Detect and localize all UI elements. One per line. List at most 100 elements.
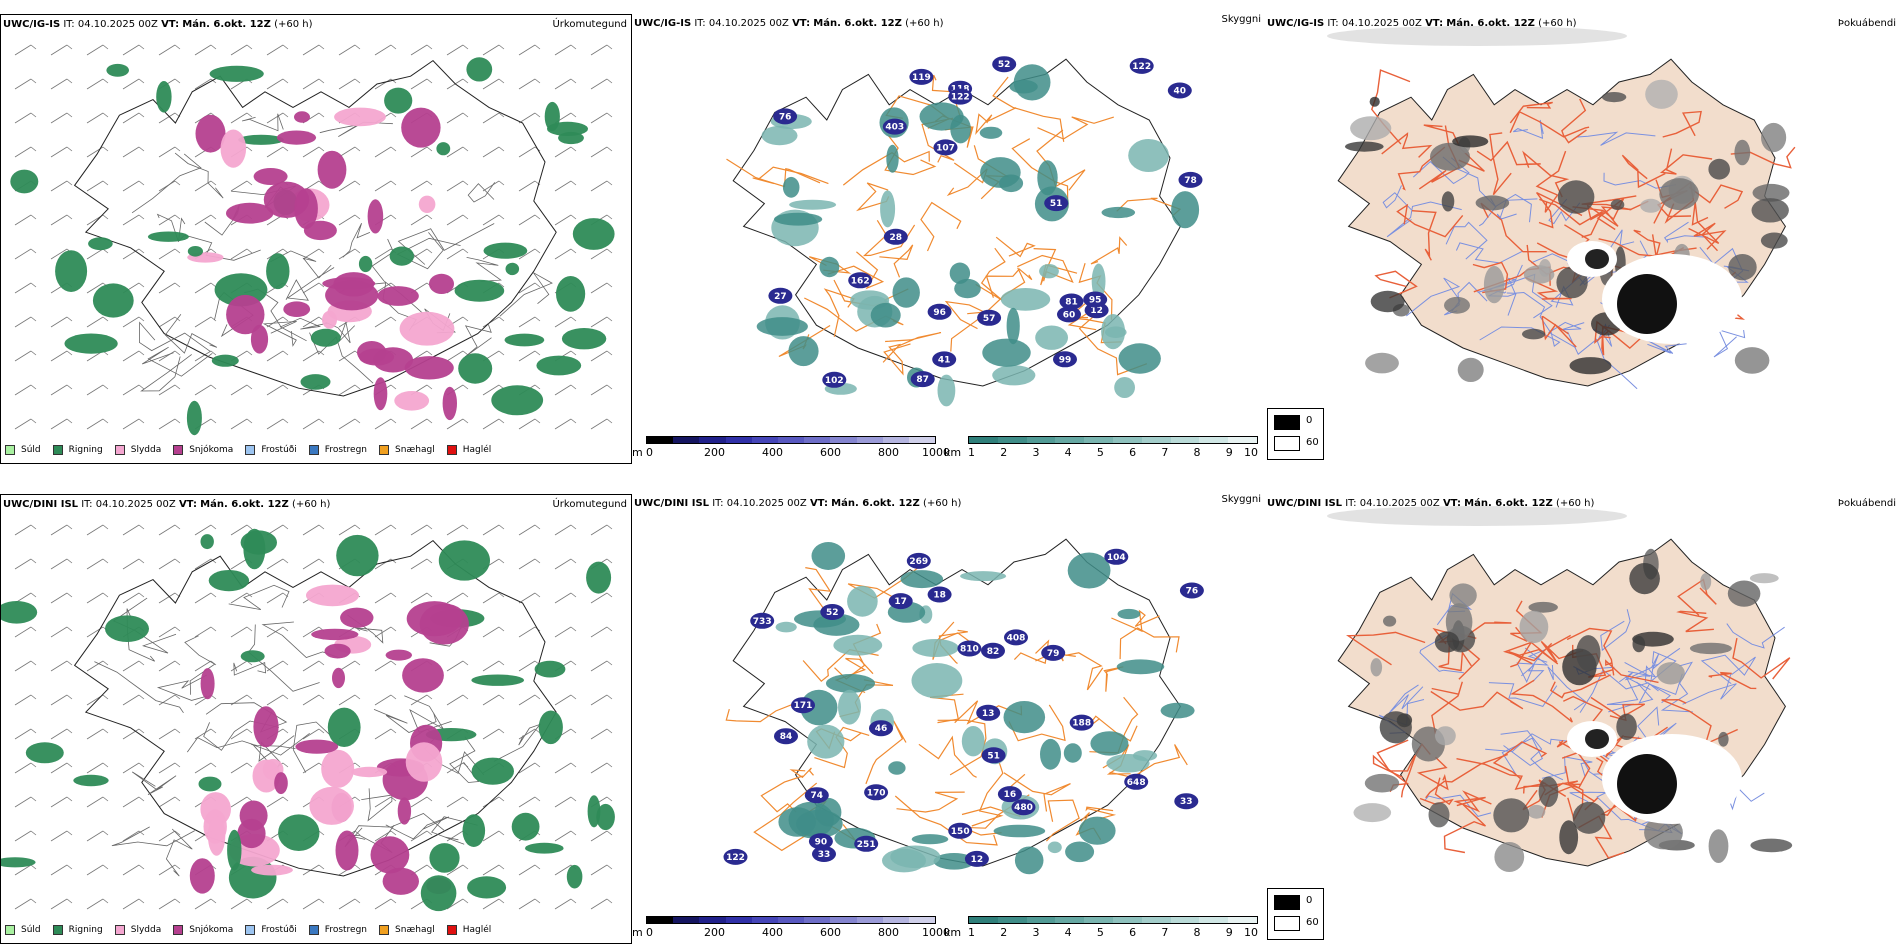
panel-title: UWC/DINI ISL IT: 04.10.2025 00Z VT: Mán.… (634, 498, 962, 509)
visibility-blob (1044, 195, 1069, 212)
precip-legend-swatch (5, 445, 15, 455)
colorbar-step (673, 437, 700, 443)
colorbar-tick-label: 0 (646, 926, 653, 939)
visibility-blob (1053, 351, 1077, 368)
precip-legend-swatch (52, 445, 63, 455)
precip-type-map (1, 524, 615, 912)
visibility-blob (1124, 773, 1149, 790)
fog-legend: 0 60 (1267, 408, 1324, 460)
visibility-value-label: 403 (885, 123, 904, 133)
visibility-blob (869, 720, 893, 737)
colorbar-step (1228, 917, 1257, 923)
visibility-blob (906, 552, 931, 569)
precip-legend-label: Slydda (130, 445, 162, 455)
visibility-value-label: 122 (1132, 62, 1151, 72)
visibility-value-label: 18 (933, 591, 946, 601)
visibility-value-label: 251 (857, 840, 876, 850)
colorbar-step (1026, 917, 1056, 923)
visibility-blob (1083, 291, 1108, 308)
colorbar-tick-label: 600 (820, 926, 841, 939)
visibility-blob (933, 139, 958, 156)
precip-legend-label: Súld (21, 925, 41, 935)
visibility-blob (774, 728, 798, 745)
precip-legend-swatch (173, 925, 184, 935)
colorbar-step (1112, 437, 1142, 443)
visibility-blob (977, 309, 1002, 326)
visibility-labels: 1185728601281162957812212296518710710299… (768, 56, 1203, 388)
panel-name: Skyggni (1221, 494, 1261, 505)
visibility-blob (750, 612, 775, 629)
visibility-value-label: 99 (1059, 355, 1072, 365)
precip-type-panel-top: UWC/IG-IS IT: 04.10.2025 00Z VT: Mán. 6.… (0, 14, 632, 464)
colorbar-unit: m (632, 446, 643, 459)
fog-legend-swatch-60 (1274, 436, 1300, 451)
colorbar-tick-label: 1 (968, 926, 975, 939)
colorbar-gradient (968, 916, 1258, 924)
colorbar-step (969, 437, 998, 443)
visibility-value-label: 40 (1174, 87, 1187, 97)
precip-legend-swatch (245, 925, 256, 935)
fog-core (1585, 249, 1609, 269)
visibility-value-label: 119 (912, 73, 931, 83)
panel-title: UWC/IG-IS IT: 04.10.2025 00Z VT: Mán. 6.… (3, 19, 313, 30)
visibility-blob (723, 848, 748, 865)
precip-legend-swatch (173, 445, 184, 455)
visibility-blob (1129, 57, 1154, 74)
visibility-blob (1179, 582, 1204, 599)
colorbar-step (969, 917, 998, 923)
cloudbase-areas (756, 64, 1200, 407)
colorbar-step (856, 437, 883, 443)
colorbar-tick-label: 200 (704, 926, 725, 939)
colorbar-step (1112, 917, 1142, 923)
visibility-value-label: 12 (1090, 306, 1103, 316)
colorbar-unit: km (944, 926, 962, 939)
precip-legend-label: Frostregn (324, 445, 368, 455)
visibility-value-label: 95 (1089, 296, 1102, 306)
precip-legend-swatch (5, 925, 15, 935)
precip-type-panel-bottom: UWC/DINI ISL IT: 04.10.2025 00Z VT: Mán.… (0, 494, 632, 944)
precip-legend-item: Súld (5, 925, 41, 935)
visibility-blob (927, 303, 952, 320)
visibility-value-label: 74 (811, 791, 824, 801)
land-area (1337, 58, 1786, 387)
visibility-value-label: 104 (1107, 553, 1126, 563)
visibility-value-label: 84 (780, 732, 793, 742)
colorbar-step (1141, 917, 1171, 923)
visibility-value-label: 13 (982, 709, 995, 719)
precip-legend-label: Snjókoma (189, 445, 234, 455)
visibility-blob (888, 593, 913, 610)
colorbar-tick-label: 6 (1129, 926, 1137, 939)
wind-barbs (14, 524, 613, 910)
colorbar-step (804, 437, 831, 443)
colorbar-step (804, 917, 831, 923)
colorbar-gradient (646, 916, 936, 924)
colorbar-tick-label: 400 (762, 926, 783, 939)
visibility-blob (927, 586, 952, 603)
visibility-blob (1057, 306, 1081, 323)
visibility-value-label: 76 (1186, 587, 1199, 597)
colorbar-tick-label: 8 (1193, 446, 1201, 459)
visibility-blob (948, 88, 973, 105)
visibility-blob (932, 351, 957, 368)
precip-legend-label: Rigning (68, 925, 103, 935)
colorbar-step (751, 917, 778, 923)
precip-legend-item: Haglél (446, 445, 492, 455)
visibility-value-label: 57 (983, 314, 996, 324)
precip-legend-label: Snæhagl (395, 445, 435, 455)
visibility-blob (854, 835, 879, 852)
colorbar-step (725, 917, 752, 923)
visibility-value-label: 96 (933, 308, 946, 318)
colorbar-tick-label: 600 (820, 446, 841, 459)
visibility-value-label: 81 (1065, 298, 1078, 308)
colorbar-tick-label: 2 (1000, 446, 1008, 459)
precip-legend-label: Haglél (462, 445, 492, 455)
precip-legend-swatch (308, 925, 319, 935)
panel-name: Úrkomutegund (552, 19, 627, 30)
panel-name: Úrkomutegund (552, 499, 627, 510)
colorbar-tick-label: 2 (1000, 926, 1008, 939)
precip-legend-label: Súld (21, 445, 41, 455)
visibility-blob (791, 697, 815, 714)
visibility-blob (773, 108, 798, 125)
cloudbase-colorbar: km 1 2 3 4 5 6 7 8 9 10 (944, 916, 1264, 942)
visibility-blob (812, 846, 836, 862)
